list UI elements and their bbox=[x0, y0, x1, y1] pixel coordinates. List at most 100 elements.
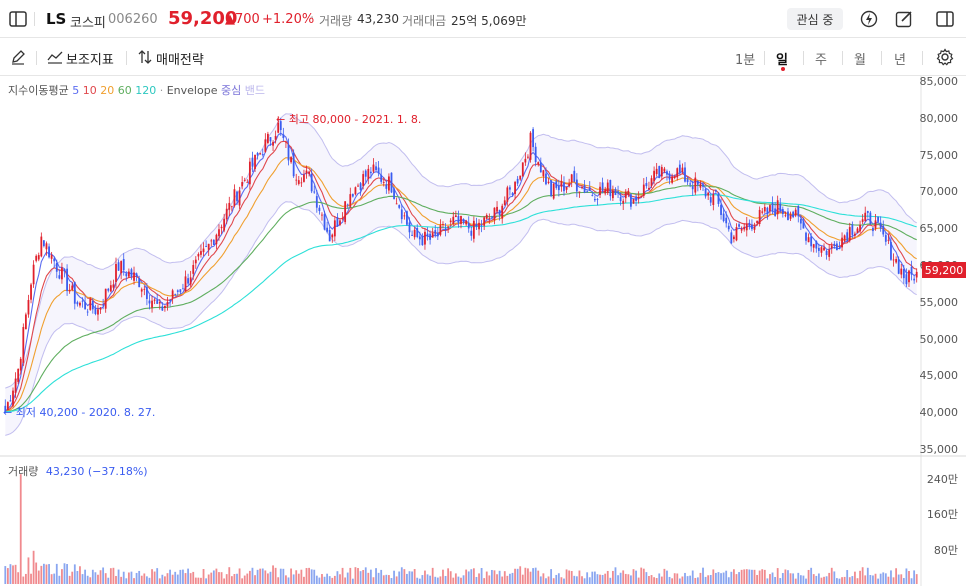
volume-bar bbox=[171, 574, 174, 584]
watchlist-button[interactable]: 관심 중 bbox=[787, 8, 843, 30]
volume-bar bbox=[632, 569, 635, 584]
candle-body bbox=[568, 184, 571, 187]
candle-body bbox=[769, 205, 771, 212]
volume-bar bbox=[727, 577, 730, 584]
candle-body bbox=[823, 247, 825, 251]
volume-bar bbox=[305, 568, 308, 584]
candle-body bbox=[86, 311, 89, 313]
volume-bar bbox=[673, 573, 676, 584]
candle-body bbox=[202, 248, 205, 253]
candle-body bbox=[663, 168, 666, 172]
volume-bar bbox=[563, 578, 565, 584]
candle-body bbox=[557, 186, 560, 191]
volume-bar bbox=[45, 564, 48, 584]
candle-body bbox=[416, 228, 419, 237]
candle-body bbox=[68, 289, 71, 292]
pen-icon[interactable] bbox=[8, 47, 28, 67]
candle-body bbox=[104, 288, 107, 309]
volume-bar bbox=[509, 573, 511, 584]
volume-bar bbox=[588, 577, 591, 584]
volume-bar bbox=[550, 569, 553, 584]
candle-body bbox=[444, 228, 447, 231]
candle-body bbox=[787, 211, 789, 220]
volume-bar bbox=[774, 576, 777, 584]
candle-body bbox=[653, 170, 655, 182]
candle-body bbox=[297, 180, 300, 184]
candle-body bbox=[233, 189, 236, 207]
volume-bar bbox=[454, 573, 457, 584]
envelope-band bbox=[5, 113, 917, 436]
candle-body bbox=[323, 214, 326, 230]
candle-body bbox=[733, 236, 735, 240]
volume-bar bbox=[447, 568, 450, 584]
lightning-icon[interactable] bbox=[859, 9, 879, 29]
candle-body bbox=[264, 139, 267, 152]
candle-body bbox=[900, 268, 903, 275]
volume-bar bbox=[913, 570, 916, 584]
volume-bar bbox=[61, 569, 63, 584]
volume-bar bbox=[259, 568, 262, 584]
candle-body bbox=[388, 176, 390, 191]
candle-body bbox=[851, 224, 854, 235]
market-label: 코스피 bbox=[70, 16, 106, 31]
candle-body bbox=[740, 228, 743, 231]
period-year[interactable]: 년 bbox=[894, 53, 906, 68]
indicator-icon[interactable] bbox=[46, 48, 64, 66]
candle-body bbox=[303, 174, 305, 182]
volume-bar bbox=[817, 573, 820, 584]
volume-bar bbox=[514, 568, 516, 584]
price-chart[interactable] bbox=[0, 76, 966, 586]
candle-body bbox=[19, 358, 22, 371]
candle-body bbox=[169, 300, 171, 301]
sidebar-toggle-icon[interactable] bbox=[8, 9, 28, 29]
candle-body bbox=[359, 183, 362, 191]
candle-body bbox=[802, 221, 805, 229]
candle-body bbox=[789, 215, 792, 219]
candle-body bbox=[37, 255, 40, 260]
volume-bar bbox=[35, 562, 38, 584]
volume-bar bbox=[313, 569, 316, 584]
volume-bar bbox=[511, 572, 514, 584]
period-month[interactable]: 월 bbox=[854, 53, 866, 68]
volume-bar bbox=[485, 571, 488, 584]
volume-bar bbox=[627, 574, 630, 584]
envelope-mid: 중심 bbox=[220, 84, 242, 97]
volume-bar bbox=[310, 569, 313, 584]
volume-bar bbox=[97, 574, 99, 584]
candle-body bbox=[550, 180, 553, 196]
candle-body bbox=[514, 181, 516, 194]
candle-body bbox=[66, 268, 68, 292]
candle-body bbox=[887, 239, 890, 241]
price-tick-label: 40,000 bbox=[919, 406, 959, 420]
volume-bar bbox=[73, 564, 76, 584]
volume-bar bbox=[738, 572, 740, 584]
layout-panel-icon[interactable] bbox=[934, 9, 956, 29]
candle-body bbox=[354, 187, 357, 195]
volume-bar bbox=[666, 570, 668, 584]
candle-body bbox=[838, 248, 841, 250]
volume-bar bbox=[601, 574, 604, 584]
volume-bar bbox=[686, 576, 689, 584]
volume-bar bbox=[763, 569, 766, 584]
volume-bar bbox=[720, 573, 722, 584]
candle-body bbox=[846, 232, 849, 241]
volume-bar bbox=[431, 567, 434, 584]
candle-body bbox=[331, 234, 334, 238]
volume-bar bbox=[449, 571, 452, 584]
strategy-button[interactable]: 매매전략 bbox=[156, 53, 204, 68]
volume-bar bbox=[841, 577, 843, 584]
period-1min[interactable]: 1분 bbox=[735, 53, 756, 68]
period-week[interactable]: 주 bbox=[815, 53, 827, 68]
candle-body bbox=[89, 298, 92, 310]
edit-icon[interactable] bbox=[894, 9, 914, 29]
candle-body bbox=[372, 164, 375, 172]
settings-gear-icon[interactable] bbox=[934, 47, 956, 67]
divider bbox=[881, 51, 882, 65]
candle-body bbox=[805, 232, 807, 241]
candle-body bbox=[511, 193, 514, 195]
indicators-button[interactable]: 보조지표 bbox=[66, 53, 114, 68]
volume-bar bbox=[246, 573, 249, 584]
volume-bar bbox=[810, 567, 813, 584]
period-day[interactable]: 일 bbox=[776, 53, 788, 68]
strategy-icon[interactable] bbox=[136, 48, 154, 66]
